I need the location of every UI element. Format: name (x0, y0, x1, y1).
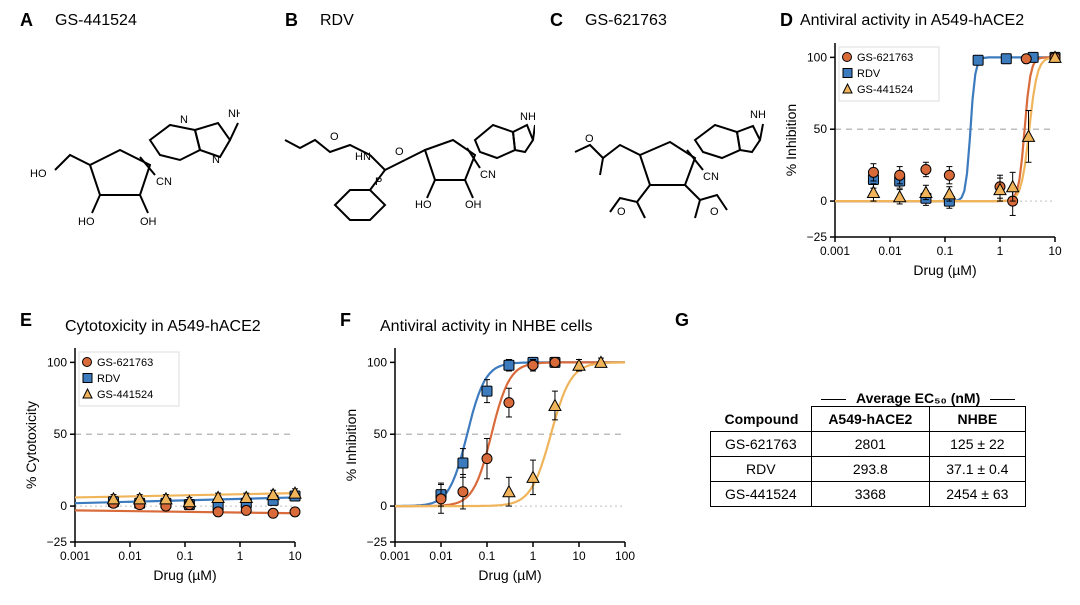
svg-text:O: O (710, 206, 719, 218)
chart-title-e: Cytotoxicity in A549-hACE2 (65, 318, 261, 336)
svg-text:HO: HO (78, 216, 95, 228)
svg-text:GS-441524: GS-441524 (857, 84, 913, 96)
svg-text:100: 100 (47, 355, 67, 369)
table-row: GS-441524 3368 2454 ± 63 (711, 482, 1026, 507)
svg-text:10: 10 (288, 549, 302, 563)
svg-text:100: 100 (615, 549, 635, 563)
svg-text:−25: −25 (367, 535, 388, 549)
svg-text:% Cytotoxicity: % Cytotoxicity (23, 401, 39, 489)
svg-text:10: 10 (1048, 244, 1062, 258)
svg-text:OH: OH (465, 199, 482, 211)
svg-text:0: 0 (60, 499, 67, 513)
svg-text:NH₂: NH₂ (228, 108, 240, 120)
svg-text:10: 10 (572, 549, 586, 563)
structure-b: NH₂ P HN O HO OH CN O (275, 40, 535, 240)
svg-text:CN: CN (156, 176, 172, 188)
panel-label-e: E (20, 310, 32, 331)
svg-text:100: 100 (367, 355, 387, 369)
svg-text:1: 1 (997, 244, 1004, 258)
table-col-compound: Compound (711, 390, 812, 432)
svg-text:N: N (212, 154, 220, 166)
structure-c: NH₂ CN O O O (545, 40, 765, 240)
svg-text:GS-441524: GS-441524 (97, 389, 153, 401)
table-group-header: Average EC₅₀ (nM) (811, 390, 1025, 407)
svg-text:GS-621763: GS-621763 (857, 52, 913, 64)
svg-text:50: 50 (374, 427, 388, 441)
svg-text:% Inhibition: % Inhibition (783, 104, 799, 176)
table-col-nhbe: NHBE (930, 407, 1026, 432)
svg-text:0.1: 0.1 (937, 244, 954, 258)
svg-text:NH₂: NH₂ (520, 111, 535, 123)
svg-text:O: O (617, 206, 626, 218)
svg-text:0: 0 (380, 499, 387, 513)
table-row: GS-621763 2801 125 ± 22 (711, 432, 1026, 457)
chart-title-f: Antiviral activity in NHBE cells (380, 318, 593, 336)
panel-label-d: D (780, 10, 793, 31)
panel-label-b: B (285, 10, 298, 31)
table-col-a549: A549-hACE2 (811, 407, 929, 432)
svg-text:−25: −25 (47, 535, 68, 549)
panel-label-g: G (675, 310, 689, 331)
panel-label-a: A (20, 10, 33, 31)
svg-text:CN: CN (703, 171, 719, 183)
svg-text:RDV: RDV (97, 373, 121, 385)
svg-text:−25: −25 (807, 230, 828, 244)
panel-label-f: F (340, 310, 351, 331)
chart-d: −25 0 50 100 0.001 0.01 0.1 1 10 Drug (µM) % Inhib… (780, 35, 1065, 285)
svg-text:CN: CN (480, 169, 496, 181)
svg-text:HN: HN (355, 151, 371, 163)
svg-text:OH: OH (140, 216, 157, 228)
svg-text:O: O (395, 146, 404, 158)
structure-title-a: GS-441524 (55, 12, 137, 30)
svg-text:HO: HO (30, 168, 47, 180)
chart-e: −25 0 50 100 0.001 0.01 0.1 1 10 Drug (µM) % Cytot… (20, 340, 305, 590)
structure-title-b: RDV (320, 12, 354, 30)
svg-text:0.1: 0.1 (177, 549, 194, 563)
svg-text:P: P (375, 176, 382, 188)
table-row: RDV 293.8 37.1 ± 0.4 (711, 457, 1026, 482)
structure-a: NH₂ HO HO OH CN N N (20, 40, 240, 240)
svg-text:N: N (180, 114, 188, 126)
svg-text:HO: HO (415, 199, 432, 211)
svg-text:GS-621763: GS-621763 (97, 357, 153, 369)
svg-text:Drug (µM): Drug (µM) (153, 567, 216, 583)
svg-text:Drug (µM): Drug (µM) (913, 262, 976, 278)
svg-text:RDV: RDV (857, 68, 881, 80)
figure-root: A B C D E F G GS-441524 RDV GS-621763 (0, 0, 1080, 605)
svg-text:% Inhibition: % Inhibition (343, 409, 359, 481)
svg-text:0.01: 0.01 (118, 549, 142, 563)
chart-f: −25 0 50 100 0.001 0.01 0.1 1 10 100 Drug (µM) % In… (340, 340, 635, 590)
svg-text:0.1: 0.1 (479, 549, 496, 563)
svg-text:Drug (µM): Drug (µM) (478, 567, 541, 583)
svg-text:0.01: 0.01 (429, 549, 453, 563)
panel-label-c: C (550, 10, 563, 31)
svg-text:0: 0 (820, 194, 827, 208)
svg-text:50: 50 (54, 427, 68, 441)
svg-text:1: 1 (530, 549, 537, 563)
svg-text:0.01: 0.01 (878, 244, 902, 258)
svg-text:0.001: 0.001 (60, 549, 90, 563)
ec50-table: Compound Average EC₅₀ (nM) A549-hACE2 NH… (710, 390, 1026, 507)
svg-text:O: O (585, 133, 594, 145)
svg-text:O: O (330, 131, 339, 143)
svg-text:NH₂: NH₂ (750, 109, 765, 121)
svg-text:0.001: 0.001 (380, 549, 410, 563)
svg-text:50: 50 (814, 122, 828, 136)
svg-text:1: 1 (237, 549, 244, 563)
svg-text:0.001: 0.001 (820, 244, 850, 258)
chart-title-d: Antiviral activity in A549-hACE2 (800, 12, 1024, 30)
structure-title-c: GS-621763 (585, 12, 667, 30)
svg-text:100: 100 (807, 50, 827, 64)
